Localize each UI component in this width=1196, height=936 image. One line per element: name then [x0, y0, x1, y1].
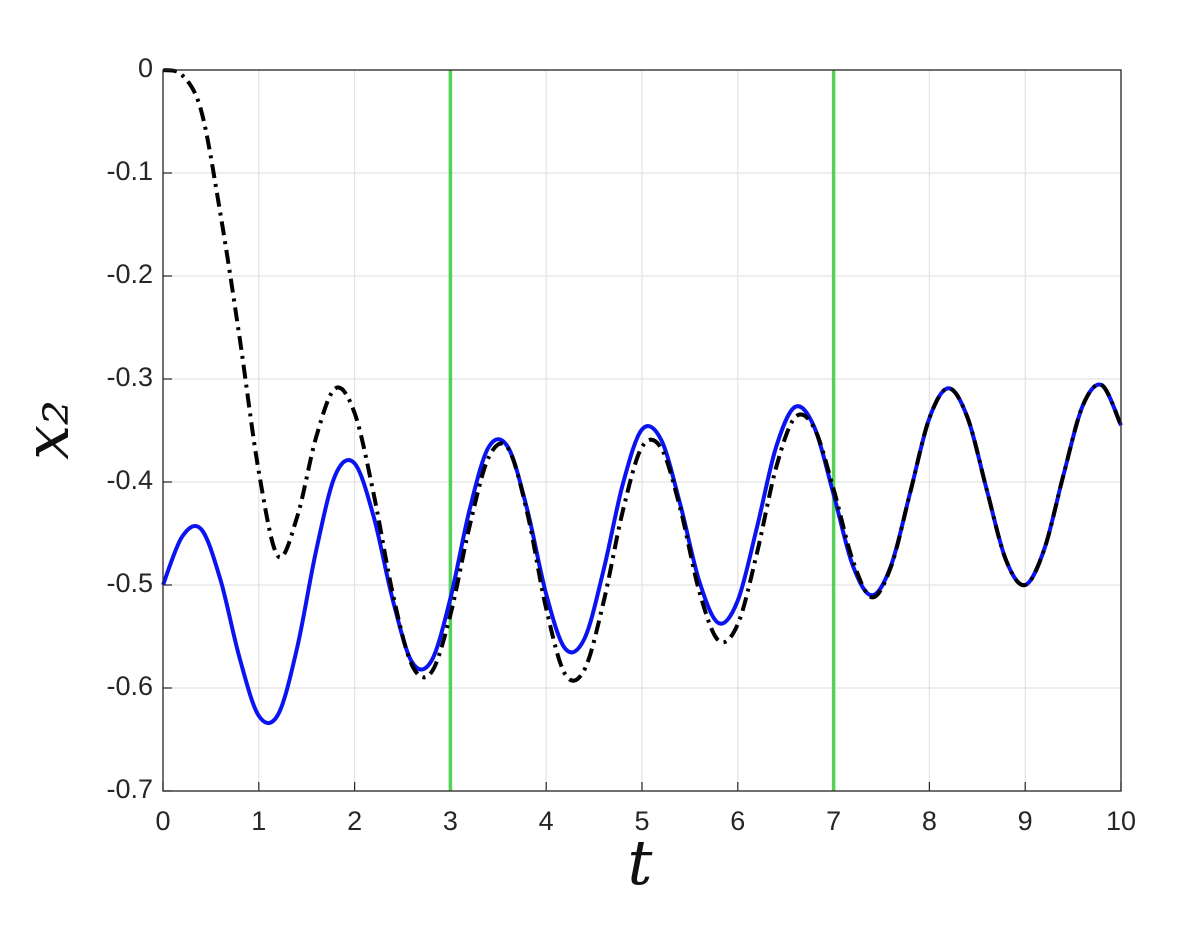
y-tick-label: -0.1 — [106, 156, 153, 186]
x-tick-label: 2 — [347, 806, 362, 836]
x-tick-label: 7 — [826, 806, 841, 836]
y-tick-label: -0.3 — [106, 362, 153, 392]
y-tick-label: -0.2 — [106, 259, 153, 289]
x-tick-label: 9 — [1018, 806, 1033, 836]
y-tick-label: -0.5 — [106, 568, 153, 598]
y-axis-label: x₂ — [10, 400, 83, 460]
x-tick-label: 0 — [155, 806, 170, 836]
plot-frame — [162, 69, 1122, 792]
x-tick-label: 5 — [634, 806, 649, 836]
x-axis-label: t — [628, 826, 653, 899]
y-tick-label: 0 — [138, 53, 153, 83]
x-tick-label: 1 — [251, 806, 266, 836]
y-tick-label: -0.4 — [106, 465, 153, 495]
x-tick-label: 4 — [539, 806, 554, 836]
x-tick-label: 6 — [730, 806, 745, 836]
y-tick-label: -0.6 — [106, 671, 153, 701]
y-tick-label: -0.7 — [106, 774, 153, 804]
data-line — [162, 68, 1123, 683]
x-tick-label: 3 — [443, 806, 458, 836]
x-tick-label: 8 — [922, 806, 937, 836]
x-tick-label: 10 — [1106, 806, 1136, 836]
